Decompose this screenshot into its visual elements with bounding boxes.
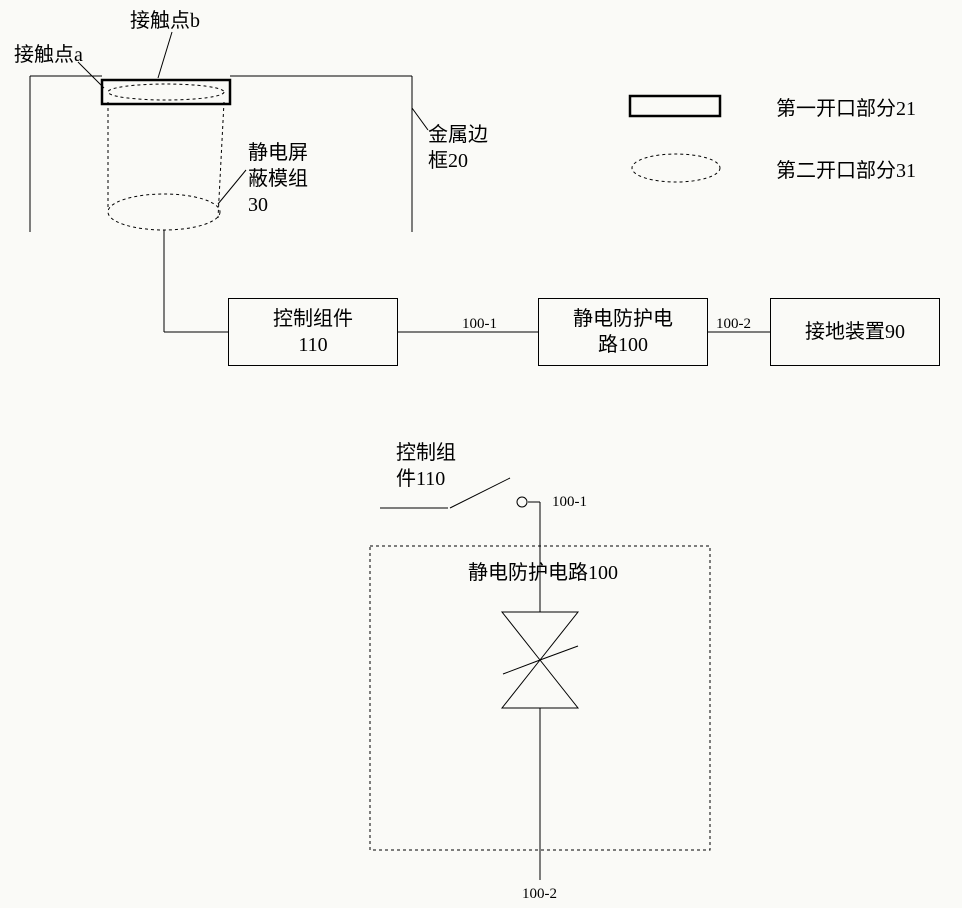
diagram-svg — [0, 0, 962, 908]
